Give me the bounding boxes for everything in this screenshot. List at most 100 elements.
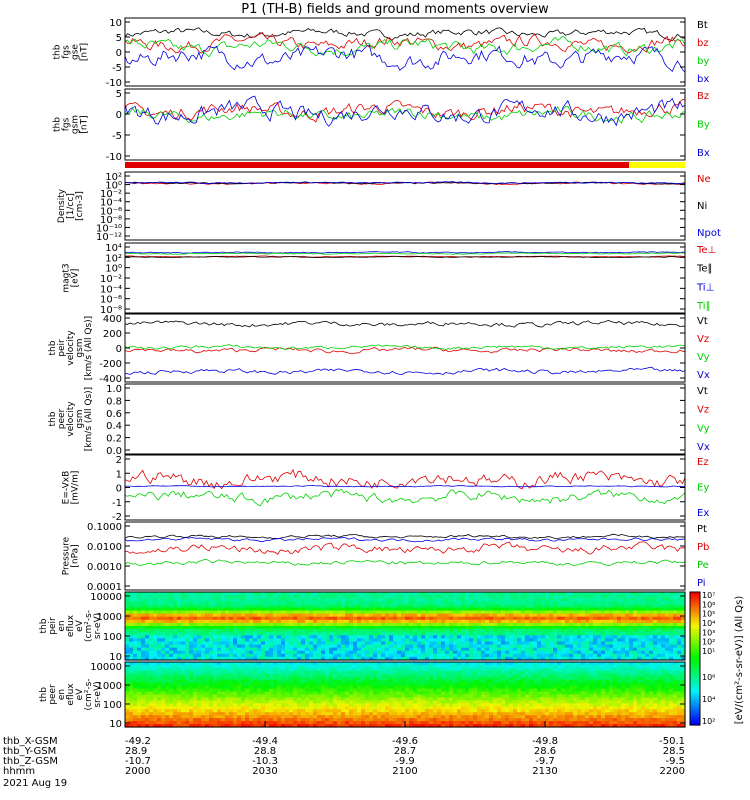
spectrogram-cell [277, 635, 282, 639]
spectrogram-cell [573, 644, 578, 649]
spectrogram-cell [277, 673, 282, 678]
spectrogram-cell [173, 635, 178, 639]
spectrogram-cell [669, 644, 674, 649]
spectrogram-cell [673, 691, 678, 696]
spectrogram-cell [505, 673, 510, 678]
spectrogram-cell [209, 650, 214, 655]
spectrogram-cell [649, 676, 654, 681]
spectrogram-cell [349, 662, 354, 666]
spectrogram-cell [337, 650, 342, 655]
spectrogram-cell [597, 601, 602, 605]
spectrogram-cell [577, 694, 582, 699]
spectrogram-cell [469, 676, 474, 681]
spectrogram-cell [385, 644, 390, 649]
spectrogram-cell [365, 662, 370, 666]
spectrogram-cell [581, 647, 586, 652]
spectrogram-cell [621, 650, 626, 655]
spectrogram-cell [313, 664, 318, 669]
spectrogram-cell [285, 647, 290, 652]
spectrogram-cell [661, 601, 666, 605]
spectrogram-cell [389, 679, 394, 684]
spectrogram-cell [405, 662, 410, 666]
spectrogram-cell [329, 616, 334, 621]
spectrogram-cell [401, 598, 406, 602]
spectrogram-cell [341, 667, 346, 672]
spectrogram-cell [645, 626, 650, 630]
spectrogram-cell [129, 635, 134, 639]
spectrogram-cell [681, 644, 686, 649]
spectrogram-cell [541, 676, 546, 681]
spectrogram-cell [505, 664, 510, 669]
spectrogram-cell [261, 656, 266, 661]
spectrogram-cell [481, 629, 486, 633]
spectrogram-cell [421, 679, 426, 684]
spectrogram-cell [125, 595, 130, 599]
spectrogram-cell [269, 664, 274, 669]
spectrogram-cell [309, 632, 314, 636]
spectrogram-cell [157, 647, 162, 652]
spectrogram-cell [173, 622, 178, 627]
spectrogram-cell [565, 656, 570, 661]
spectrogram-cell [589, 679, 594, 684]
spectrogram-cell [541, 613, 546, 618]
spectrogram-cell [541, 635, 546, 639]
spectrogram-cell [473, 662, 478, 666]
spectrogram-cell [377, 662, 382, 666]
spectrogram-cell [597, 595, 602, 599]
spectrogram-cell [433, 598, 438, 602]
spectrogram-cell [197, 688, 202, 693]
spectrogram-cell [413, 607, 418, 612]
spectrogram-cell [513, 595, 518, 599]
spectrogram-cell [525, 632, 530, 636]
spectrogram-cell [221, 619, 226, 624]
spectrogram-cell [233, 656, 238, 661]
spectrogram-cell [393, 656, 398, 661]
spectrogram-cell [425, 601, 430, 605]
spectrogram-cell [201, 650, 206, 655]
spectrogram-cell [509, 613, 514, 618]
spectrogram-cell [173, 607, 178, 612]
spectrogram-cell [673, 604, 678, 609]
spectrogram-cell [153, 664, 158, 669]
spectrogram-cell [409, 673, 414, 678]
spectrogram-cell [645, 676, 650, 681]
spectrogram-cell [425, 685, 430, 690]
spectrogram-cell [221, 662, 226, 666]
spectrogram-cell [553, 673, 558, 678]
spectrogram-cell [453, 629, 458, 633]
spectrogram-cell [389, 676, 394, 681]
spectrogram-cell [365, 592, 370, 596]
spectrogram-cell [385, 616, 390, 621]
spectrogram-cell [205, 598, 210, 602]
spectrogram-cell [533, 667, 538, 672]
spectrogram-cell [269, 604, 274, 609]
spectrogram-cell [589, 676, 594, 681]
spectrogram-cell [161, 629, 166, 633]
spectrogram-cell [569, 616, 574, 621]
spectrogram-cell [677, 619, 682, 624]
spectrogram-cell [145, 632, 150, 636]
spectrogram-cell [565, 676, 570, 681]
spectrogram-cell [273, 619, 278, 624]
spectrogram-cell [149, 619, 154, 624]
spectrogram-cell [497, 610, 502, 615]
spectrogram-cell [277, 650, 282, 655]
spectrogram-cell [605, 610, 610, 615]
spectrogram-cell [345, 638, 350, 643]
spectrogram-cell [433, 667, 438, 672]
spectrogram-cell [569, 644, 574, 649]
spectrogram-cell [321, 626, 326, 630]
spectrogram-cell [273, 601, 278, 605]
spectrogram-cell [621, 635, 626, 639]
spectrogram-cell [157, 626, 162, 630]
spectrogram-cell [445, 598, 450, 602]
spectrogram-cell [253, 688, 258, 693]
spectrogram-cell [273, 644, 278, 649]
spectrogram-cell [225, 650, 230, 655]
spectrogram-cell [629, 650, 634, 655]
spectrogram-cell [493, 638, 498, 643]
spectrogram-cell [269, 626, 274, 630]
spectrogram-cell [545, 629, 550, 633]
spectrogram-cell [285, 595, 290, 599]
spectrogram-cell [413, 622, 418, 627]
